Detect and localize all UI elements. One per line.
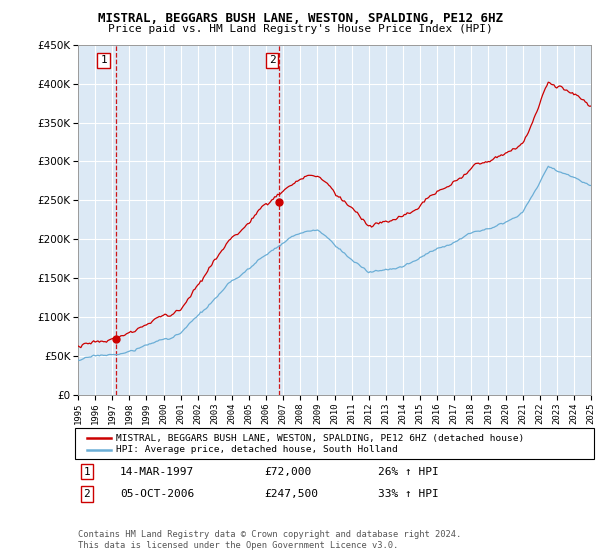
Text: HPI: Average price, detached house, South Holland: HPI: Average price, detached house, Sout… <box>116 445 398 454</box>
Text: 2: 2 <box>269 55 275 66</box>
Text: £72,000: £72,000 <box>264 466 311 477</box>
Text: 14-MAR-1997: 14-MAR-1997 <box>120 466 194 477</box>
Text: 1: 1 <box>100 55 107 66</box>
Text: Contains HM Land Registry data © Crown copyright and database right 2024.: Contains HM Land Registry data © Crown c… <box>78 530 461 539</box>
Text: 33% ↑ HPI: 33% ↑ HPI <box>378 489 439 499</box>
Text: 26% ↑ HPI: 26% ↑ HPI <box>378 466 439 477</box>
Text: MISTRAL, BEGGARS BUSH LANE, WESTON, SPALDING, PE12 6HZ: MISTRAL, BEGGARS BUSH LANE, WESTON, SPAL… <box>97 12 503 25</box>
Text: MISTRAL, BEGGARS BUSH LANE, WESTON, SPALDING, PE12 6HZ (detached house): MISTRAL, BEGGARS BUSH LANE, WESTON, SPAL… <box>116 433 524 442</box>
Text: 05-OCT-2006: 05-OCT-2006 <box>120 489 194 499</box>
Text: This data is licensed under the Open Government Licence v3.0.: This data is licensed under the Open Gov… <box>78 541 398 550</box>
Text: Price paid vs. HM Land Registry's House Price Index (HPI): Price paid vs. HM Land Registry's House … <box>107 24 493 34</box>
Text: £247,500: £247,500 <box>264 489 318 499</box>
Text: 1: 1 <box>83 466 91 477</box>
Text: 2: 2 <box>83 489 91 499</box>
